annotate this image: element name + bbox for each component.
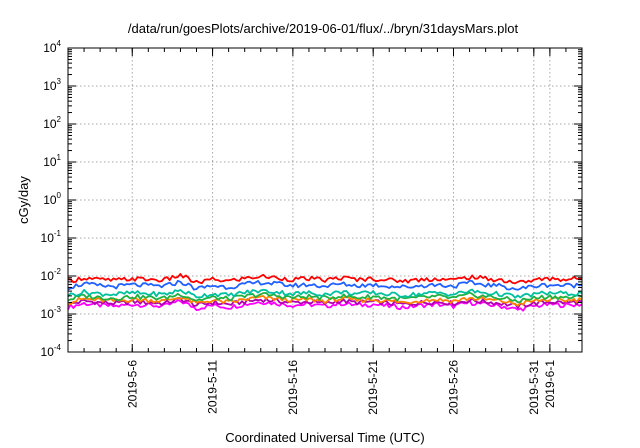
y-tick-base: 10	[41, 231, 55, 245]
x-tick-label: 2019-5-26	[447, 360, 461, 415]
y-tick-label: 103	[43, 77, 61, 93]
y-tick-base: 10	[41, 307, 55, 321]
y-tick-exponent: 2	[57, 115, 62, 124]
y-tick-exponent: -2	[54, 267, 62, 276]
y-tick-exponent: -1	[54, 229, 62, 238]
y-tick-base: 10	[43, 79, 57, 93]
y-tick-base: 10	[43, 155, 57, 169]
y-tick-label: 10-1	[41, 229, 62, 245]
x-tick-label: 2019-5-16	[286, 360, 300, 415]
x-tick-label: 2019-5-11	[206, 360, 220, 414]
y-axis-label: cGy/day	[16, 176, 31, 224]
x-axis-label: Coordinated Universal Time (UTC)	[225, 430, 424, 445]
y-tick-exponent: 4	[57, 39, 62, 48]
x-tick-label: 2019-6-1	[543, 360, 557, 408]
series-line	[67, 288, 583, 299]
series-line	[67, 279, 583, 291]
chart-title: /data/run/goesPlots/archive/2019-06-01/f…	[128, 21, 519, 36]
y-tick-base: 10	[43, 41, 57, 55]
series-line	[67, 291, 583, 304]
y-tick-label: 102	[43, 115, 61, 131]
y-tick-exponent: 0	[57, 191, 62, 200]
x-tick-label: 2019-5-21	[366, 360, 380, 415]
y-tick-exponent: -4	[54, 343, 62, 352]
x-tick-label: 2019-5-31	[527, 360, 541, 415]
axis-ticks	[67, 47, 583, 353]
y-tick-base: 10	[41, 345, 55, 359]
y-tick-label: 10-2	[41, 267, 62, 283]
y-tick-base: 10	[43, 193, 57, 207]
x-tick-label: 2019-5-6	[125, 360, 139, 408]
y-tick-base: 10	[43, 117, 57, 131]
y-tick-label: 104	[43, 39, 61, 55]
series-line	[67, 273, 583, 285]
y-tick-label: 10-4	[41, 343, 62, 359]
y-tick-label: 101	[43, 153, 61, 169]
x-tick-labels: 2019-5-6 2019-5-11 2019-5-16 2019-5-21 2019-…	[125, 360, 557, 415]
y-tick-exponent: 1	[57, 153, 62, 162]
y-tick-base: 10	[41, 269, 55, 283]
series-lines	[67, 273, 583, 312]
series-line	[67, 295, 583, 307]
y-tick-exponent: 3	[57, 77, 62, 86]
y-tick-label: 10-3	[41, 305, 62, 321]
y-tick-label: 100	[43, 191, 61, 207]
series-line	[67, 298, 583, 312]
y-tick-exponent: -3	[54, 305, 62, 314]
